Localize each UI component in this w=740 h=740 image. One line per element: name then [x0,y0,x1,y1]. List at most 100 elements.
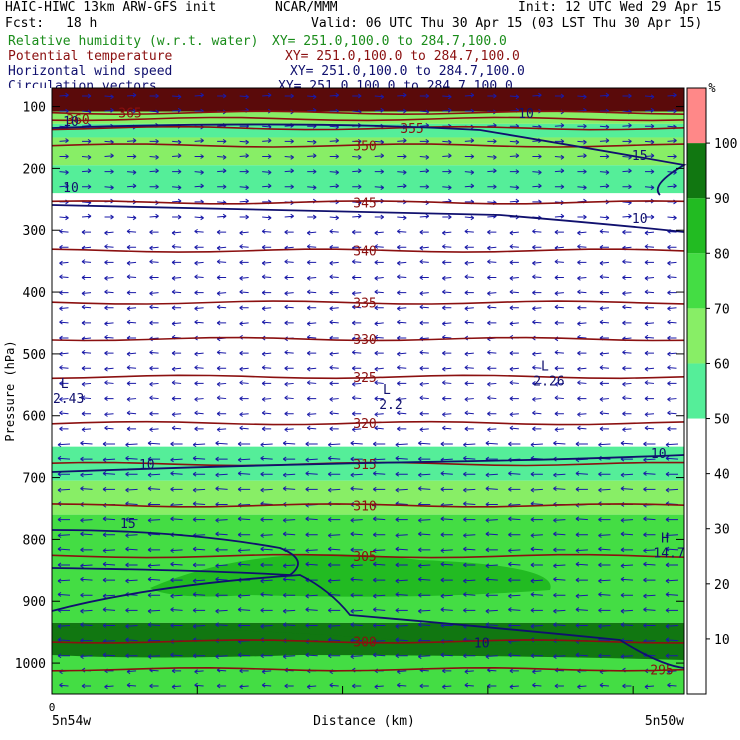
vector-arrow-753 [620,486,633,491]
vector-arrow-298 [464,244,474,250]
vector-arrow-115 [127,154,137,159]
vector-arrow-395 [126,306,137,312]
vector-arrow-882 [372,561,386,567]
vector-arrow-498 [554,349,564,355]
vector-arrow-228 [149,213,159,219]
vector-arrow-291 [306,244,317,249]
vector-arrow-629 [351,427,362,433]
y-tick-label-400: 400 [23,286,46,301]
vector-arrow-13 [352,93,362,99]
vector-arrow-968 [418,608,431,614]
vector-arrow-974 [553,608,566,614]
vector-arrow-862 [553,547,566,553]
vector-arrow-963 [305,607,318,612]
vector-arrow-897 [80,576,93,582]
vector-arrow-1060 [598,653,611,659]
vector-arrow-31 [127,108,137,114]
extremum-symbol-2: L [541,360,549,375]
vector-arrow-871 [125,562,138,568]
vector-arrow-242 [464,215,475,221]
vector-arrow-324 [419,259,429,265]
vector-arrow-866 [643,548,656,554]
vector-arrow-1000 [508,623,521,628]
vector-arrow-923 [665,578,679,584]
vector-arrow-5 [172,94,182,100]
vector-arrow-224 [59,215,69,221]
vector-arrow-930 [192,592,206,597]
vector-arrow-16 [419,93,430,99]
vector-arrow-590 [104,412,114,417]
vector-arrow-1003 [575,623,588,628]
vector-arrow-661 [440,441,453,447]
vector-arrow-131 [487,154,497,160]
vector-arrow-369 [171,289,182,295]
vector-arrow-340 [149,275,159,280]
vector-arrow-168 [59,183,69,189]
vector-arrow-118 [194,154,204,159]
vector-arrow-868 [57,562,70,568]
vector-arrow-625 [261,426,272,432]
vector-arrow-1118 [644,684,655,690]
vector-arrow-741 [350,486,363,491]
vector-arrow-905 [260,578,273,584]
vector-arrow-159 [487,168,497,174]
vector-arrow-487 [306,350,317,356]
vector-arrow-795 [305,516,318,522]
vector-arrow-546 [374,380,384,386]
vector-arrow-603 [397,410,407,416]
vector-arrow-733 [170,486,183,492]
vector-arrow-549 [442,380,452,386]
vector-arrow-527 [577,366,587,372]
vector-arrow-585 [622,395,632,401]
vector-arrow-614 [644,412,655,417]
vector-arrow-103 [487,138,497,144]
vector-arrow-702 [102,470,116,476]
theta-label-345: 345 [353,196,376,211]
vector-arrow-567 [216,395,227,401]
extremum-symbol-1: L [383,383,391,398]
vector-arrow-264 [329,228,339,234]
vector-arrow-398 [194,306,204,312]
vector-arrow-124 [329,154,339,159]
vector-arrow-278 [644,230,655,236]
vector-arrow-989 [260,623,273,629]
rh-band-0 [52,88,684,112]
extremum-value-0: 2.43 [53,392,84,407]
vector-arrow-906 [282,576,296,582]
vector-arrow-128 [419,154,430,160]
vector-arrow-797 [350,517,363,523]
vector-arrow-428 [239,321,249,327]
vector-arrow-22 [554,93,565,99]
vector-arrow-1059 [575,652,588,658]
colorbar-swatch-100 [687,88,706,144]
vector-arrow-91 [217,138,227,144]
vector-arrow-185 [442,185,452,190]
vector-arrow-1094 [104,684,114,690]
vector-arrow-986 [192,623,206,629]
vector-arrow-123 [307,153,317,159]
vector-arrow-957 [170,607,183,612]
vector-arrow-10 [284,93,294,99]
vector-arrow-309 [81,259,92,265]
vector-arrow-1069 [171,668,182,674]
vector-arrow-719 [485,472,498,478]
x-tick-label-0: 0 [49,701,56,714]
y-tick-label-200: 200 [23,162,46,177]
theta-line-345 [51,200,685,205]
vector-arrow-732 [147,486,161,491]
vector-arrow-808 [598,517,611,523]
vector-arrow-313 [171,259,182,265]
vector-arrow-754 [643,486,656,492]
vector-arrow-433 [351,320,362,326]
vector-arrow-982 [102,623,116,628]
vector-arrow-80 [599,124,610,130]
vector-arrow-508 [149,365,159,371]
vector-arrow-673 [80,456,93,462]
vector-arrow-551 [487,381,497,387]
vector-arrow-976 [598,607,611,613]
extremum-value-2: 2.26 [533,375,564,390]
vector-arrow-386 [554,291,564,296]
vector-arrow-595 [216,411,227,417]
vector-arrow-100 [419,138,430,144]
org-label: NCAR/MMM [275,0,338,15]
